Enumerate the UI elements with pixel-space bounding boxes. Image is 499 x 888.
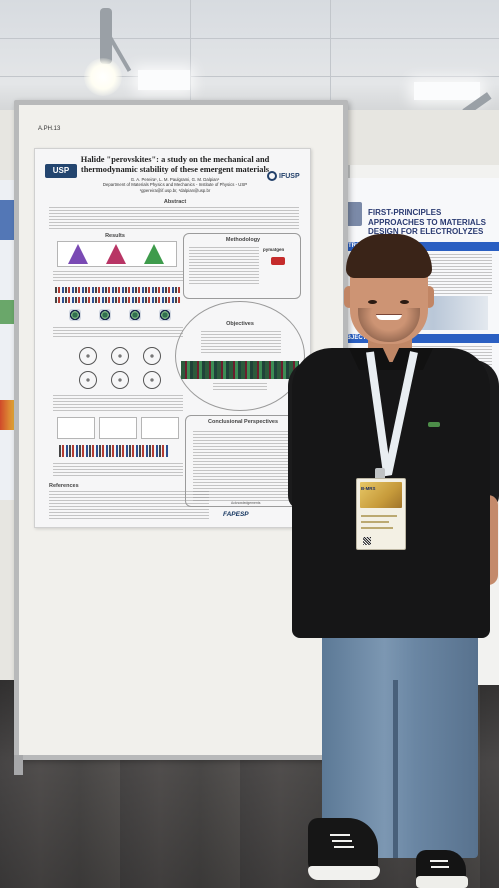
ceiling-grid-line — [0, 38, 499, 39]
results-figure — [57, 417, 95, 439]
elastic-polar-plot — [79, 347, 97, 365]
elastic-polar-plot — [143, 371, 161, 389]
crystal-structure — [129, 309, 141, 321]
badge-clip — [375, 468, 385, 482]
ceiling-grid-line — [330, 0, 331, 120]
vasp-logo — [271, 257, 285, 265]
results-figure — [141, 417, 179, 439]
research-poster: USP IFUSP Halide "perovskites": a study … — [34, 148, 311, 528]
jeans-inseam — [393, 680, 398, 858]
poster-block — [0, 300, 18, 324]
results-text — [53, 395, 183, 411]
ear-left — [344, 286, 354, 308]
presenter-person: B-MRS — [288, 230, 499, 888]
perovskite-structure-image — [181, 361, 299, 379]
poster-title: Halide "perovskites": a study on the mec… — [80, 155, 270, 174]
ceiling-light — [414, 82, 480, 100]
objectives-text — [201, 331, 281, 355]
ear-right — [424, 286, 434, 308]
results-text — [53, 271, 183, 281]
results-figure — [99, 417, 137, 439]
abstract-heading: Abstract — [163, 199, 187, 205]
smile — [376, 314, 402, 320]
board-id-label: A.PH.13 — [38, 126, 61, 132]
methodology-text — [189, 247, 259, 285]
poster2-title: FIRST-PRINCIPLES APPROACHES TO MATERIALS… — [368, 208, 486, 237]
phase-diagram — [106, 244, 126, 264]
pymatgen-logo: pymatgen — [263, 247, 285, 252]
board-leg — [14, 755, 23, 775]
poster-block — [0, 200, 18, 240]
objectives-heading: Objectives — [226, 321, 254, 327]
crystal-structure — [159, 309, 171, 321]
eye-left — [368, 300, 377, 304]
ceiling-grid-line — [0, 76, 499, 77]
crystal-structure — [99, 309, 111, 321]
results-bar-chart — [55, 287, 181, 293]
poster-authors: G. A. Pereira¹, L. M. Paulgrami, G. M. D… — [102, 177, 248, 193]
shirt-logo-icon — [428, 422, 440, 427]
sneaker-sole — [416, 876, 468, 888]
ifusp-mark-icon — [267, 171, 277, 181]
curly-hair — [346, 234, 432, 278]
phase-diagram — [144, 244, 164, 264]
conference-badge: B-MRS — [356, 478, 406, 550]
references-heading: References — [49, 483, 79, 489]
poster2-logo — [344, 202, 362, 226]
results-heading: Results — [105, 233, 125, 239]
crystal-structure — [69, 309, 81, 321]
badge-artwork — [360, 482, 402, 508]
elastic-polar-plot — [111, 371, 129, 389]
badge-qr-code — [363, 537, 371, 545]
perspectives-heading: Conclusional Perspectives — [208, 419, 278, 425]
badge-event-label: B-MRS — [361, 486, 376, 491]
objectives-circle — [175, 301, 305, 411]
results-text — [53, 463, 183, 477]
spotlight — [84, 58, 122, 96]
references-text — [49, 491, 209, 521]
poster2-band-objectives: OBJECTIVES — [338, 334, 499, 343]
usp-logo: USP — [45, 164, 77, 178]
elastic-polar-plot — [111, 347, 129, 365]
acknowledgements-label: Acknowledgements — [231, 501, 261, 505]
phase-diagram — [68, 244, 88, 264]
fapesp-logo: FAPESP — [223, 511, 249, 518]
results-bar-chart — [55, 297, 181, 303]
ceiling-grid-line — [190, 0, 191, 120]
ceiling-light — [138, 70, 190, 90]
abstract-text — [49, 207, 299, 229]
elastic-polar-plot — [143, 347, 161, 365]
methodology-heading: Methodology — [225, 237, 261, 243]
results-text — [53, 327, 183, 339]
sneaker-sole — [308, 866, 380, 880]
results-bar-chart — [59, 445, 169, 457]
elastic-polar-plot — [79, 371, 97, 389]
poster-block — [0, 400, 18, 430]
polo-collar — [348, 348, 434, 370]
spotlight-fixture — [100, 8, 112, 64]
methodology-box — [183, 233, 301, 299]
results-figure — [57, 241, 177, 267]
ifusp-logo: IFUSP — [267, 171, 300, 181]
perspectives-text — [193, 431, 293, 501]
poster2-band-label: OBJECTIVES — [342, 335, 381, 341]
objectives-caption — [213, 383, 267, 391]
eye-right — [400, 300, 409, 304]
